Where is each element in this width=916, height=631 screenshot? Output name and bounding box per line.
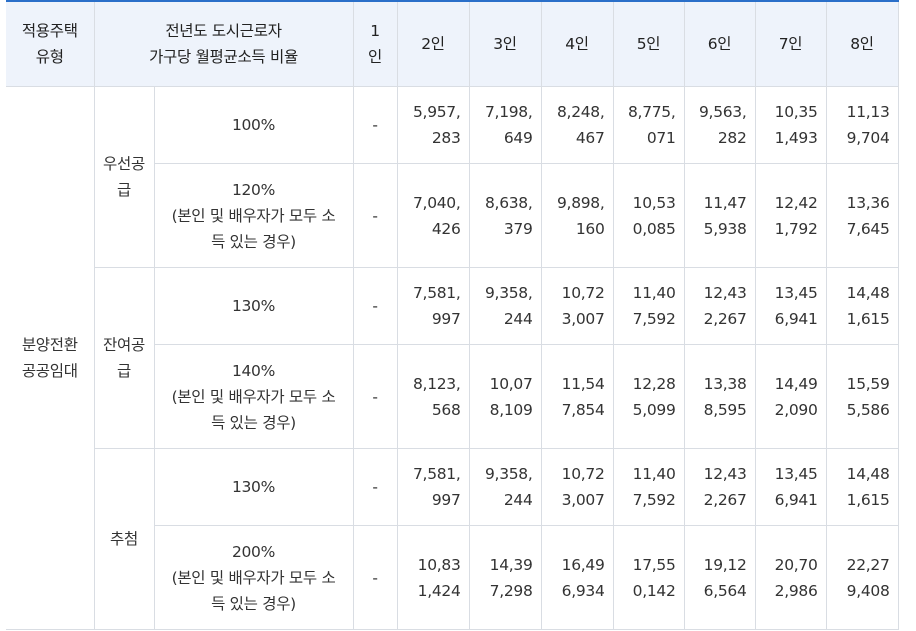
table-row: 120% (본인 및 배우자가 모두 소 득 있는 경우) -7,040,426 8… (6, 163, 899, 268)
income-value-cell-5p: 11,407,592 (612, 448, 685, 526)
income-value-cell-6p: 9,563,282 (683, 86, 756, 164)
income-value-cell-2p: 5,957,283 (396, 86, 470, 164)
income-value-cell-8p: 14,481,615 (825, 267, 899, 345)
income-value-cell-8p: 11,139,704 (825, 86, 899, 164)
header-income-ratio: 전년도 도시근로자 가구당 월평균소득 비율 (93, 0, 354, 87)
income-ratio-cell: 100% (153, 86, 354, 164)
header-housing-type: 적용주택 유형 (6, 0, 95, 87)
header-persons-5: 5인 (612, 0, 685, 87)
income-value-cell-7p: 13,456,941 (754, 267, 827, 345)
income-value-cell-7p: 20,702,986 (754, 525, 827, 630)
supply-group-cell: 추첨 (94, 448, 155, 630)
supply-group-cell: 우선공 급 (93, 86, 155, 268)
income-value-cell-7p: 13,456,941 (754, 448, 827, 526)
income-value-cell-8p: 14,481,615 (825, 448, 899, 526)
income-value-cell-3p: 8,638,379 (468, 163, 542, 268)
income-value-cell-1p: - (352, 525, 398, 630)
income-ratio-cell: 200% (본인 및 배우자가 모두 소 득 있는 경우) (154, 525, 354, 630)
income-value-cell-1p: - (352, 267, 398, 345)
income-value-cell-7p: 14,492,090 (754, 344, 827, 449)
income-criteria-table: 적용주택 유형 전년도 도시근로자 가구당 월평균소득 비율 1 인 2인 3인… (6, 0, 899, 630)
income-value-cell-4p: 8,248,467 (540, 86, 614, 164)
table-row: 140% (본인 및 배우자가 모두 소 득 있는 경우) -8,123,568 1… (6, 344, 899, 449)
income-value-cell-3p: 9,358,244 (468, 267, 542, 345)
income-table-container: 적용주택 유형 전년도 도시근로자 가구당 월평균소득 비율 1 인 2인 3인… (6, 0, 902, 630)
income-value-cell-6p: 13,388,595 (683, 344, 756, 449)
income-ratio-cell: 120% (본인 및 배우자가 모두 소 득 있는 경우) (154, 163, 354, 268)
table-body: 분양전환 공공임대 우선공 급 100% -5,957,283 7,198,649 8,2… (6, 86, 899, 630)
housing-type-cell: 분양전환 공공임대 (6, 86, 95, 630)
income-ratio-cell: 130% (153, 448, 354, 526)
income-value-cell-6p: 12,432,267 (683, 448, 756, 526)
header-persons-4: 4인 (540, 0, 614, 87)
income-value-cell-5p: 12,285,099 (612, 344, 685, 449)
header-persons-8: 8인 (825, 0, 899, 87)
income-value-cell-3p: 7,198,649 (468, 86, 542, 164)
income-value-cell-5p: 8,775,071 (612, 86, 685, 164)
supply-group-cell: 잔여공 급 (94, 267, 155, 449)
income-value-cell-8p: 15,595,586 (825, 344, 899, 449)
income-value-cell-3p: 10,078,109 (468, 344, 542, 449)
income-value-cell-3p: 14,397,298 (468, 525, 542, 630)
income-ratio-cell: 130% (153, 267, 354, 345)
income-ratio-cell: 140% (본인 및 배우자가 모두 소 득 있는 경우) (154, 344, 354, 449)
income-value-cell-7p: 12,421,792 (754, 163, 827, 268)
income-value-cell-4p: 9,898,160 (540, 163, 614, 268)
income-value-cell-7p: 10,351,493 (754, 86, 827, 164)
income-value-cell-5p: 17,550,142 (612, 525, 685, 630)
income-value-cell-6p: 11,475,938 (683, 163, 756, 268)
income-value-cell-1p: - (352, 448, 398, 526)
income-value-cell-1p: - (352, 86, 398, 164)
table-row: 200% (본인 및 배우자가 모두 소 득 있는 경우) -10,831,424… (6, 525, 899, 630)
income-value-cell-3p: 9,358,244 (468, 448, 542, 526)
income-value-cell-4p: 11,547,854 (540, 344, 614, 449)
header-persons-7: 7인 (754, 0, 827, 87)
header-persons-3: 3인 (468, 0, 542, 87)
table-row: 분양전환 공공임대 우선공 급 100% -5,957,283 7,198,649 8,2… (6, 86, 899, 630)
income-value-cell-2p: 7,581,997 (396, 448, 470, 526)
income-value-cell-8p: 22,279,408 (825, 525, 899, 630)
header-persons-1: 1 인 (352, 0, 398, 87)
income-value-cell-1p: - (352, 163, 398, 268)
income-value-cell-2p: 7,581,997 (396, 267, 470, 345)
income-value-cell-6p: 12,432,267 (683, 267, 756, 345)
income-value-cell-6p: 19,126,564 (683, 525, 756, 630)
income-value-cell-4p: 10,723,007 (540, 267, 614, 345)
table-header-row: 적용주택 유형 전년도 도시근로자 가구당 월평균소득 비율 1 인 2인 3인… (6, 0, 899, 87)
table-row: 추첨 130% -7,581,997 9,358,244 10,723,007 11,40… (6, 448, 899, 630)
income-value-cell-4p: 16,496,934 (540, 525, 614, 630)
header-persons-2: 2인 (396, 0, 470, 87)
income-value-cell-8p: 13,367,645 (825, 163, 899, 268)
income-value-cell-4p: 10,723,007 (540, 448, 614, 526)
income-value-cell-5p: 10,530,085 (612, 163, 685, 268)
income-value-cell-2p: 7,040,426 (396, 163, 470, 268)
income-value-cell-2p: 8,123,568 (396, 344, 470, 449)
header-persons-6: 6인 (683, 0, 756, 87)
income-value-cell-2p: 10,831,424 (396, 525, 470, 630)
table-row: 잔여공 급 130% -7,581,997 9,358,244 10,723,007 11… (6, 267, 899, 449)
income-value-cell-1p: - (352, 344, 398, 449)
income-value-cell-5p: 11,407,592 (612, 267, 685, 345)
